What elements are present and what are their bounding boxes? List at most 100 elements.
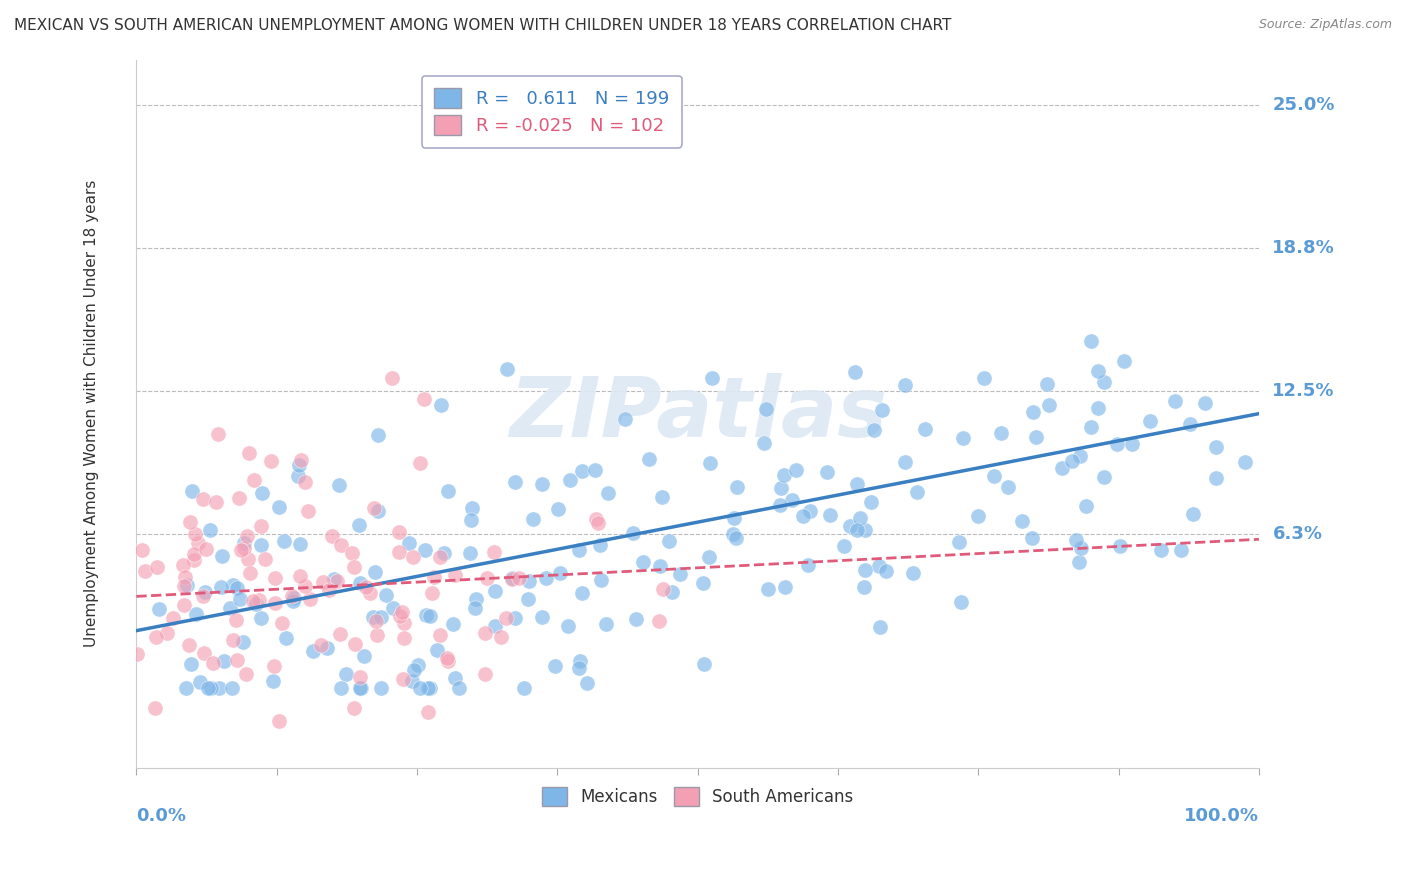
Point <box>262 673 284 688</box>
Point <box>347 517 370 532</box>
Point <box>326 574 349 588</box>
Point <box>512 681 534 695</box>
Point <box>1178 417 1201 431</box>
Point <box>697 549 720 564</box>
Point <box>245 597 267 611</box>
Point <box>1080 334 1102 348</box>
Point <box>211 549 233 564</box>
Point <box>755 402 778 417</box>
Point <box>222 578 245 592</box>
Text: 0.0%: 0.0% <box>136 806 187 824</box>
Text: 12.5%: 12.5% <box>1272 382 1334 400</box>
Point <box>614 411 637 425</box>
Point <box>290 536 312 550</box>
Point <box>238 445 260 459</box>
Point <box>522 511 544 525</box>
Point <box>288 458 311 473</box>
Point <box>225 613 247 627</box>
Point <box>134 564 156 578</box>
Point <box>503 611 526 625</box>
Point <box>273 534 295 549</box>
Point <box>226 653 249 667</box>
Point <box>271 615 294 630</box>
Text: 100.0%: 100.0% <box>1184 806 1258 824</box>
Point <box>233 541 256 555</box>
Point <box>174 570 197 584</box>
Point <box>571 586 593 600</box>
Point <box>723 527 745 541</box>
Point <box>1011 514 1033 528</box>
Point <box>568 543 591 558</box>
Point <box>863 423 886 437</box>
Point <box>484 619 506 633</box>
Point <box>229 591 252 606</box>
Point <box>290 453 312 467</box>
Point <box>209 580 232 594</box>
Point <box>547 502 569 516</box>
Point <box>409 456 432 470</box>
Point <box>290 569 312 583</box>
Point <box>162 611 184 625</box>
Point <box>799 504 821 518</box>
Point <box>668 567 690 582</box>
Point <box>193 491 215 506</box>
Point <box>914 422 936 436</box>
Point <box>901 566 924 581</box>
Point <box>318 582 340 597</box>
Point <box>568 661 591 675</box>
Point <box>146 560 169 574</box>
Point <box>589 573 612 587</box>
Point <box>349 681 371 695</box>
Point <box>416 705 439 719</box>
Point <box>596 486 619 500</box>
Point <box>330 681 353 695</box>
Point <box>595 617 617 632</box>
Point <box>413 392 436 407</box>
Point <box>1205 471 1227 485</box>
Point <box>330 538 353 552</box>
Point <box>260 454 283 468</box>
Point <box>860 495 883 509</box>
Point <box>131 543 153 558</box>
Point <box>208 681 231 695</box>
Point <box>461 500 484 515</box>
Point <box>415 607 437 622</box>
Point <box>1164 393 1187 408</box>
Point <box>294 579 316 593</box>
Point <box>349 681 371 695</box>
Point <box>815 466 838 480</box>
Point <box>846 523 869 537</box>
Point <box>658 533 681 548</box>
Point <box>416 681 439 695</box>
Text: 6.3%: 6.3% <box>1272 524 1323 542</box>
Point <box>392 631 415 645</box>
Point <box>413 543 436 558</box>
Point <box>283 591 305 606</box>
Point <box>444 568 467 582</box>
Point <box>557 619 579 633</box>
Point <box>465 591 488 606</box>
Point <box>309 638 332 652</box>
Point <box>207 426 229 441</box>
Point <box>447 681 470 695</box>
Point <box>792 508 814 523</box>
Point <box>548 566 571 581</box>
Point <box>274 631 297 645</box>
Point <box>280 589 302 603</box>
Point <box>250 486 273 500</box>
Point <box>176 681 198 695</box>
Point <box>187 535 209 549</box>
Point <box>853 523 876 537</box>
Point <box>302 643 325 657</box>
Point <box>621 526 644 541</box>
Point <box>225 582 247 596</box>
Point <box>233 536 256 550</box>
Point <box>1080 420 1102 434</box>
Point <box>782 493 804 508</box>
Point <box>1066 533 1088 548</box>
Point <box>1022 405 1045 419</box>
Point <box>297 504 319 518</box>
Point <box>752 435 775 450</box>
Point <box>370 681 392 695</box>
Text: Unemployment Among Women with Children Under 18 years: Unemployment Among Women with Children U… <box>84 180 98 648</box>
